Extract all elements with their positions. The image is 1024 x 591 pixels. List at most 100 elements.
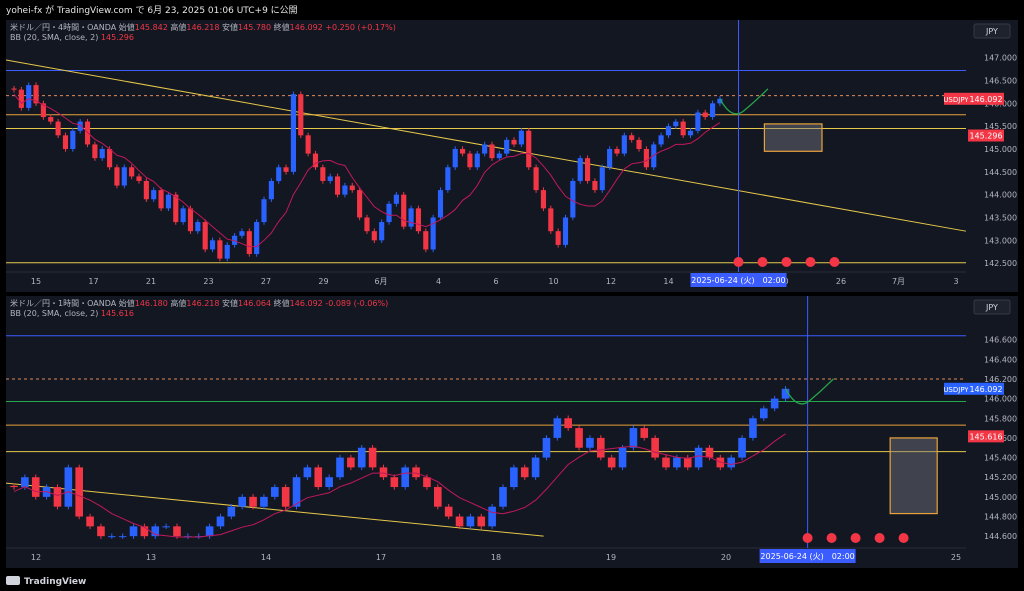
indicator-value: 145.296 bbox=[100, 33, 134, 42]
high-label: 高値 bbox=[170, 23, 187, 32]
currency-badge bbox=[973, 23, 1011, 39]
open-value: 146.180 bbox=[134, 299, 168, 308]
x-tick-label: 6月 bbox=[374, 277, 387, 286]
candle-body bbox=[40, 103, 46, 118]
candle-body bbox=[349, 185, 355, 191]
chart-canvas-1h[interactable]: 146.600 146.400 146.200 146.000 145.800 145.6… bbox=[6, 296, 1018, 568]
x-tick-label: 3 bbox=[953, 277, 958, 286]
candle-body bbox=[482, 144, 488, 154]
low-value: 146.064 bbox=[238, 299, 272, 308]
candle-body bbox=[542, 437, 551, 458]
open-label: 始値 bbox=[118, 299, 135, 308]
candle-body bbox=[636, 139, 642, 150]
open-value: 145.842 bbox=[134, 23, 168, 32]
candle-body bbox=[662, 457, 670, 468]
candle-body bbox=[577, 158, 583, 181]
candle-body bbox=[129, 526, 138, 537]
economic-event-icon bbox=[826, 533, 837, 543]
price-badge bbox=[968, 430, 1004, 443]
tradingview-logo[interactable]: TradingView bbox=[6, 576, 86, 587]
candle-body bbox=[107, 536, 116, 538]
candle-body bbox=[596, 437, 605, 458]
candle-body bbox=[643, 149, 649, 168]
bollinger-basis-line bbox=[13, 433, 786, 538]
price-badge-text: 145.616 bbox=[969, 432, 1002, 441]
candle-body bbox=[499, 487, 507, 507]
candle-body bbox=[283, 167, 289, 172]
candle-body bbox=[658, 135, 664, 145]
candle-body bbox=[327, 176, 333, 181]
y-tick-label: 147.000 bbox=[984, 54, 1017, 63]
candle-body bbox=[781, 388, 790, 399]
candle-body bbox=[570, 180, 576, 218]
candle-body bbox=[336, 457, 344, 478]
economic-event-icon bbox=[781, 257, 792, 267]
x-tick-label: 23 bbox=[203, 277, 213, 286]
economic-event-icon bbox=[874, 533, 885, 543]
economic-event-icon bbox=[802, 533, 813, 543]
chart-canvas-4h[interactable]: 147.000146.500146.000145.500145.000144.5… bbox=[6, 20, 1018, 292]
economic-event-icon bbox=[850, 533, 861, 543]
y-tick-label: 144.800 bbox=[984, 513, 1017, 522]
x-tick-label: 4 bbox=[436, 277, 441, 286]
candle-body bbox=[292, 477, 301, 507]
x-tick-label: 27 bbox=[261, 277, 271, 286]
symbol-badge bbox=[944, 382, 968, 395]
change-value: -0.089 (-0.06%) bbox=[325, 299, 389, 308]
candle-body bbox=[107, 149, 113, 168]
candle-body bbox=[518, 130, 524, 145]
candle-body bbox=[618, 447, 627, 468]
candle-body bbox=[371, 231, 377, 241]
candle-body bbox=[151, 190, 157, 200]
indicator-label: BB (20, SMA, close, 2) bbox=[10, 309, 99, 318]
candle-body bbox=[254, 222, 260, 255]
bollinger-basis-line bbox=[13, 93, 721, 248]
candle-body bbox=[575, 428, 583, 448]
y-tick-label: 144.600 bbox=[984, 532, 1017, 541]
candle-body bbox=[239, 231, 245, 236]
candle-body bbox=[607, 457, 616, 468]
candle-body bbox=[488, 506, 496, 527]
candle-body bbox=[118, 536, 127, 538]
candle-body bbox=[379, 467, 388, 478]
candle-body bbox=[694, 447, 703, 468]
high-label: 高値 bbox=[170, 299, 187, 308]
candle-body bbox=[705, 447, 714, 458]
candle-body bbox=[393, 194, 399, 204]
close-label: 終値 bbox=[273, 23, 290, 32]
candle-body bbox=[314, 467, 323, 488]
candle-body bbox=[205, 526, 214, 537]
time-badge-text: 2025-06-24 (火) 02:00 bbox=[760, 552, 854, 561]
candle-body bbox=[368, 447, 377, 468]
candle-body bbox=[53, 487, 62, 507]
chart-panel-1h[interactable]: 146.600 146.400 146.200 146.000 145.800 145.6… bbox=[6, 296, 1018, 568]
candle-body bbox=[520, 467, 529, 478]
indicator-info-4h[interactable]: BB (20, SMA, close, 2) 145.296 bbox=[10, 33, 134, 42]
symbol-name: 米ドル／円・4時間・OANDA bbox=[10, 23, 117, 32]
indicator-value: 145.616 bbox=[100, 309, 134, 318]
candle-body bbox=[224, 244, 230, 259]
indicator-info-1h[interactable]: BB (20, SMA, close, 2) 145.616 bbox=[10, 309, 134, 318]
y-tick-label: 145.400 bbox=[984, 454, 1017, 463]
candle-body bbox=[216, 516, 225, 527]
candle-body bbox=[607, 149, 613, 168]
close-value: 146.092 bbox=[289, 299, 323, 308]
panel-divider[interactable] bbox=[0, 292, 1024, 296]
candle-body bbox=[651, 437, 659, 458]
candle-body bbox=[651, 144, 657, 168]
candle-body bbox=[586, 437, 594, 448]
x-tick-label: 21 bbox=[146, 277, 156, 286]
candle-body bbox=[114, 167, 120, 186]
candle-body bbox=[533, 167, 539, 191]
x-tick-label: 6 bbox=[493, 277, 498, 286]
chart-panel-4h[interactable]: 147.000146.500146.000145.500145.000144.5… bbox=[6, 20, 1018, 292]
publish-header-text: yohei-fx が TradingView.com で 6月 23, 2025… bbox=[6, 6, 298, 16]
projection-path bbox=[719, 88, 769, 115]
candle-body bbox=[33, 85, 39, 104]
brand-text: TradingView bbox=[24, 577, 87, 587]
x-tick-label: 14 bbox=[663, 277, 673, 286]
candle-body bbox=[165, 194, 171, 209]
x-tick-label: 12 bbox=[31, 553, 41, 562]
x-tick-label: 13 bbox=[146, 553, 156, 562]
candle-body bbox=[334, 176, 341, 195]
